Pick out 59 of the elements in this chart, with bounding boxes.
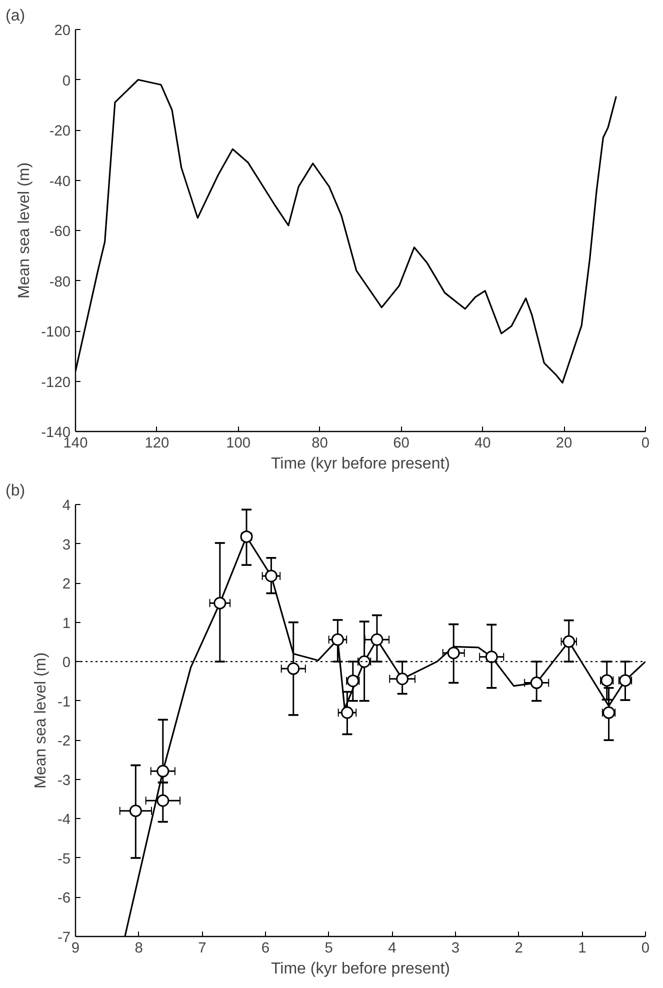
y-tick-label: -3 xyxy=(57,772,71,789)
y-tick-label: -5 xyxy=(57,851,71,868)
x-tick-label: 4 xyxy=(388,940,396,956)
y-tick-label: -60 xyxy=(49,224,71,240)
x-tick-label: 80 xyxy=(312,436,328,452)
point xyxy=(370,633,384,646)
y-tick-label: 0 xyxy=(62,655,71,672)
point xyxy=(530,676,543,690)
x-tick-label: 0 xyxy=(641,436,650,452)
y-tick-label: 20 xyxy=(54,23,71,39)
x-tick-label: 1 xyxy=(578,940,586,956)
x-tick-label: 2 xyxy=(514,940,523,956)
y-tick-label: -80 xyxy=(49,274,71,290)
x-axis-title: Time (kyr before present) xyxy=(270,960,450,978)
point xyxy=(485,650,498,664)
point xyxy=(447,646,460,660)
point xyxy=(562,635,576,648)
y-tick-label: -120 xyxy=(41,374,71,391)
x-tick-label: 3 xyxy=(451,940,460,956)
x-tick-label: 8 xyxy=(134,940,143,956)
x-tick-label: 0 xyxy=(641,940,650,956)
x-tick-label: 100 xyxy=(226,436,251,452)
y-tick-label: -20 xyxy=(49,124,71,140)
point xyxy=(396,672,409,686)
point xyxy=(340,706,354,719)
point xyxy=(346,674,360,688)
point xyxy=(214,596,226,610)
y-tick-label: -2 xyxy=(57,734,71,750)
y-axis-title: Mean sea level (m) xyxy=(32,652,50,789)
y-tick-label: 1 xyxy=(62,616,71,632)
y-tick-label: -6 xyxy=(57,890,71,907)
x-tick-label: 60 xyxy=(393,436,410,452)
y-tick-label: 0 xyxy=(62,73,71,90)
y-tick-label: 3 xyxy=(62,537,71,554)
point xyxy=(287,662,300,675)
y-axis-title: Mean sea level (m) xyxy=(16,162,34,299)
point xyxy=(156,764,170,778)
x-tick-label: 5 xyxy=(324,940,333,956)
chart-title: (b) xyxy=(6,482,26,500)
y-tick-label: -1 xyxy=(57,694,71,710)
point xyxy=(331,633,344,646)
chart-title: (a) xyxy=(6,8,26,24)
x-tick-label: 6 xyxy=(261,940,270,956)
y-tick-label: 2 xyxy=(62,576,71,593)
point xyxy=(156,794,170,807)
x-tick-label: 7 xyxy=(198,940,206,956)
point xyxy=(129,804,142,818)
point xyxy=(264,570,278,582)
y-tick-label: -40 xyxy=(49,174,71,190)
y-tick-label: -4 xyxy=(57,812,71,828)
point xyxy=(358,655,371,668)
y-tick-label: -100 xyxy=(41,324,71,340)
x-tick-label: 120 xyxy=(144,436,170,452)
x-axis-title: Time (kyr before present) xyxy=(270,456,450,472)
y-tick-label: -7 xyxy=(57,930,71,946)
y-tick-label: 4 xyxy=(62,498,71,514)
x-tick-label: 20 xyxy=(556,436,572,452)
x-tick-label: 40 xyxy=(474,436,491,452)
x-tick-label: 9 xyxy=(71,940,80,956)
